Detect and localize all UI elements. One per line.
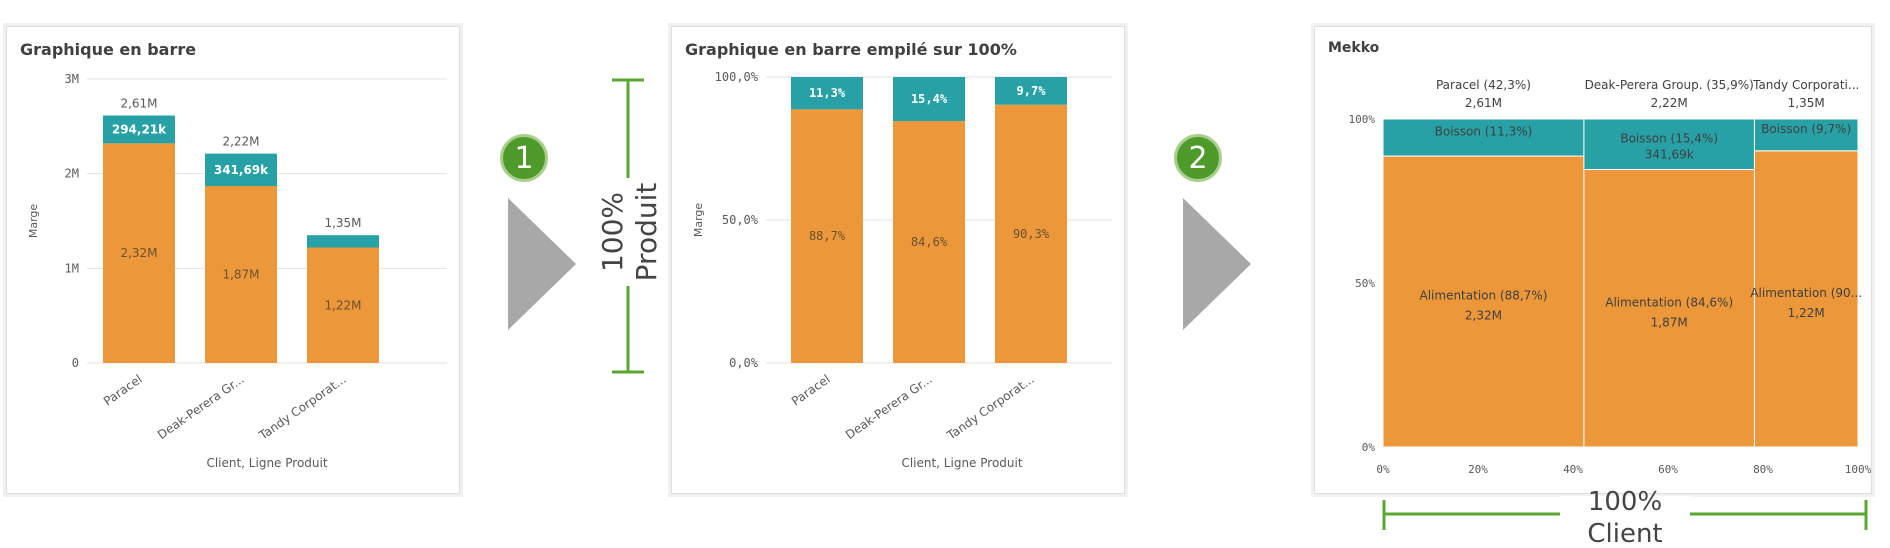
x-tick-label: 40%	[1563, 463, 1583, 476]
x-axis-label: Client, Ligne Produit	[206, 456, 327, 470]
bar-boisson	[791, 77, 863, 110]
stacked-bar-chart-svg: 0,0% 50,0% 100,0% Marge 88,7% 11,3% Paracel 84,…	[692, 70, 1112, 470]
y-tick-label: 50,0%	[722, 213, 759, 227]
mekko-cell-alimentation	[1753, 150, 1859, 448]
bar-alimentation	[307, 247, 379, 363]
total-label: 2,61M	[120, 97, 157, 111]
chart-title: Graphique en barre empilé sur 100%	[685, 40, 1017, 59]
arrow-right-icon	[508, 198, 576, 330]
cell-value: 1,87M	[1651, 315, 1688, 329]
y-tick-label: 100%	[1349, 113, 1376, 126]
bar-boisson	[893, 77, 965, 122]
annotation-produit-line2: Produit	[630, 183, 662, 282]
column-total: 2,61M	[1465, 96, 1502, 110]
bar-alimentation	[791, 109, 863, 364]
y-axis-label: Marge	[692, 203, 705, 238]
data-label: 1,22M	[324, 298, 361, 312]
x-tick-label: 60%	[1658, 463, 1678, 476]
x-tick-label: Deak-Perera Gr...	[155, 372, 247, 442]
data-label: 15,4%	[911, 92, 948, 106]
bar-alimentation	[103, 143, 175, 363]
bar-boisson	[205, 153, 277, 186]
step-badge-2: 2	[1174, 134, 1222, 182]
data-label: 294,21k	[112, 122, 167, 136]
cell-label: Boisson (11,3%)	[1435, 125, 1533, 139]
bar-alimentation	[205, 185, 277, 363]
cell-value: 341,69k	[1645, 147, 1694, 161]
arrow-right-icon	[1183, 198, 1251, 330]
x-tick-label: Tandy Corporat...	[256, 372, 349, 443]
annotation-client-line2: Client	[1587, 519, 1662, 548]
bar-boisson	[995, 77, 1067, 105]
bar-boisson	[307, 235, 379, 248]
mekko-cell-boisson	[1382, 118, 1585, 157]
column-label: Deak-Perera Group. (35,9%)	[1585, 78, 1754, 92]
chart-title: Mekko	[1328, 40, 1380, 56]
y-tick-label: 1M	[65, 261, 79, 275]
mekko-cell-boisson	[1753, 118, 1859, 152]
x-tick-label: Deak-Perera Gr...	[843, 372, 935, 442]
mekko-chart-svg: 0% 50% 100% 0% 20% 40% 60% 80% 100% Paracel (42,3…	[1349, 78, 1872, 476]
cell-label: Alimentation (84,6%)	[1605, 295, 1733, 309]
chart-panel-bar: Graphique en barre 0 1M 2M 3M Marge 2,32M 294,…	[6, 26, 460, 494]
x-tick-label: Paracel	[789, 372, 833, 409]
bar-boisson	[103, 115, 175, 144]
total-label: 1,35M	[324, 216, 361, 230]
cell-label: Boisson (15,4%)	[1620, 131, 1718, 145]
x-tick-label: Tandy Corporat...	[944, 372, 1037, 443]
y-tick-label: 3M	[65, 72, 79, 86]
data-label: 2,32M	[120, 246, 157, 260]
data-label: 88,7%	[809, 229, 846, 243]
column-total: 2,22M	[1651, 96, 1688, 110]
chart-panel-mekko: Mekko 0% 50% 100% 0% 20% 40% 60% 80% 100% Paracel…	[1314, 26, 1872, 494]
annotation-produit: 100% Produit	[596, 78, 662, 374]
step-badge-1: 1	[500, 134, 548, 182]
column-label: Tandy Corporati...	[1752, 78, 1859, 92]
annotation-client: 100% Client	[1382, 487, 1868, 548]
data-label: 90,3%	[1013, 227, 1050, 241]
x-tick-label: 100%	[1845, 463, 1871, 476]
cell-label: Boisson (9,7%)	[1761, 122, 1851, 136]
mekko-cell-alimentation	[1583, 169, 1755, 448]
y-tick-label: 0%	[1362, 441, 1376, 454]
x-tick-label: Paracel	[101, 372, 145, 409]
cell-label: Alimentation (90...	[1750, 286, 1862, 300]
data-label: 1,87M	[222, 267, 259, 281]
x-axis-label: Client, Ligne Produit	[901, 456, 1022, 470]
x-tick-label: 80%	[1753, 463, 1773, 476]
column-total: 1,35M	[1788, 96, 1825, 110]
bar-chart-svg: 0 1M 2M 3M Marge 2,32M 294,21k 2,61M Paracel 1,87…	[27, 72, 447, 470]
y-tick-label: 0,0%	[729, 356, 759, 370]
data-label: 341,69k	[214, 163, 269, 177]
mekko-cell-boisson	[1583, 118, 1755, 171]
cell-value: 2,32M	[1465, 309, 1502, 323]
data-label: 9,7%	[1017, 84, 1047, 98]
y-tick-label: 50%	[1355, 277, 1375, 290]
bar-alimentation	[995, 104, 1067, 363]
data-label: 84,6%	[911, 235, 948, 249]
y-tick-label: 100,0%	[715, 70, 759, 84]
annotation-produit-line1: 100%	[596, 192, 629, 272]
total-label: 2,22M	[222, 135, 259, 149]
cell-label: Alimentation (88,7%)	[1420, 289, 1548, 303]
column-label: Paracel (42,3%)	[1436, 78, 1531, 92]
x-tick-label: 20%	[1468, 463, 1488, 476]
y-axis-label: Marge	[27, 204, 40, 239]
annotation-client-line1: 100%	[1588, 487, 1662, 517]
y-tick-label: 2M	[65, 167, 79, 181]
y-tick-label: 0	[72, 356, 79, 370]
x-tick-label: 0%	[1376, 463, 1390, 476]
cell-value: 1,22M	[1788, 306, 1825, 320]
mekko-cell-alimentation	[1382, 155, 1585, 448]
data-label: 11,3%	[809, 86, 846, 100]
bar-alimentation	[893, 121, 965, 363]
chart-title: Graphique en barre	[20, 40, 197, 59]
chart-panel-stacked: Graphique en barre empilé sur 100% 0,0% 5…	[671, 26, 1125, 494]
